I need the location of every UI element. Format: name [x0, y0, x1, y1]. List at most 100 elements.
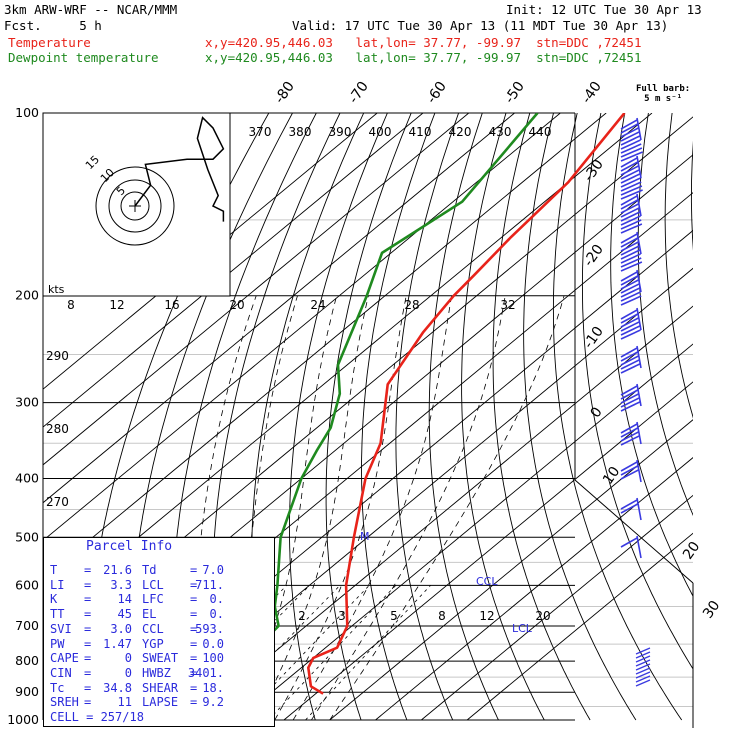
- parcel-key-left: CIN: [50, 665, 72, 680]
- barb-feather: [620, 325, 641, 336]
- barb-staff: [636, 345, 642, 369]
- barb-feather: [620, 139, 641, 150]
- barb-feather: [620, 165, 639, 176]
- parcel-key-right: LAPSE: [142, 695, 179, 710]
- isotherm-label-9: 10: [600, 464, 623, 488]
- parcel-key-left: CAPE: [50, 651, 79, 666]
- pressure-label-300: 300: [15, 395, 39, 410]
- parcel-value-right: 593.: [195, 621, 224, 636]
- barb-feather: [620, 185, 643, 196]
- parcel-key-left: T: [50, 563, 58, 577]
- parcel-eq-right: =: [190, 651, 198, 666]
- moist-adiabat-14: [256, 295, 369, 721]
- wind-barb-6: [620, 345, 642, 374]
- parcel-eq-left: =: [84, 665, 92, 680]
- parcel-value-right: 0.: [209, 592, 224, 607]
- barb-feather: [620, 161, 639, 172]
- barb-feather: [620, 223, 643, 234]
- theta-label-top-4: 410: [409, 125, 432, 139]
- mixing-ratio-top-2: 16: [164, 298, 179, 312]
- theta-label-left-1: 280: [46, 422, 69, 436]
- barb-feather: [620, 321, 640, 332]
- barb-feather: [620, 329, 641, 340]
- isotherm-30: [329, 419, 693, 721]
- right-slant-upper: [574, 479, 694, 584]
- barb-feather: [620, 469, 639, 480]
- mixing-ratio-bottom-0: 2: [298, 609, 306, 623]
- barb-feather: [620, 157, 638, 168]
- isotherm-label-6: -20: [581, 242, 607, 270]
- barb-feather: [620, 241, 639, 252]
- pressure-label-400: 400: [15, 470, 39, 485]
- parcel-value-left: 21.6: [103, 563, 132, 577]
- parcel-value-left: 3.0: [110, 621, 132, 636]
- mixing-ratio-top-1: 12: [109, 298, 124, 312]
- pressure-label-1000: 1000: [7, 712, 39, 727]
- parcel-eq-right: =: [190, 665, 198, 680]
- parcel-value-right: 0.0: [202, 636, 224, 651]
- barb-feather: [620, 461, 638, 472]
- mixing-ratio-bottom-5: 20: [535, 609, 550, 623]
- isotherm-label-2: -60: [424, 79, 450, 107]
- parcel-key-left: LI: [50, 577, 65, 592]
- isotherm-10: [237, 343, 693, 721]
- moist-adiabat-18: [274, 295, 407, 721]
- parcel-eq-right: =: [190, 577, 198, 592]
- wind-barb-5: [620, 307, 642, 340]
- pressure-label-500: 500: [15, 529, 39, 544]
- pressure-label-600: 600: [15, 577, 39, 592]
- barb-feather: [620, 215, 641, 226]
- barb-staff: [636, 421, 642, 445]
- barb-feather: [620, 199, 639, 210]
- barb-feather: [620, 123, 639, 134]
- parcel-value-left: 11: [117, 695, 132, 710]
- barb-staff: [636, 497, 642, 521]
- barb-staff: [636, 117, 642, 141]
- pressure-label-100: 100: [15, 105, 39, 120]
- parcel-value-left: 3.3: [110, 577, 132, 592]
- theta-label-top-5: 420: [449, 125, 472, 139]
- parcel-value-right: 7.0: [202, 563, 224, 577]
- hodo-ring-0: [120, 191, 150, 221]
- dry-adiabat-430: [690, 140, 693, 251]
- moist-adiabat-30: [329, 295, 565, 721]
- mixing-ratio-top-0: 8: [67, 298, 75, 312]
- barb-feather: [620, 499, 638, 510]
- barb-feather: [620, 207, 640, 218]
- low-barb-3: [635, 659, 651, 667]
- parcel-key-right: CCL: [142, 621, 164, 636]
- parcel-key-right: SHEAR: [142, 680, 179, 695]
- hodo-unit: kts: [48, 283, 65, 296]
- parcel-eq-left: =: [84, 636, 92, 651]
- parcel-eq-right: =: [190, 621, 198, 636]
- parcel-value-left: 14: [117, 592, 132, 607]
- parcel-value-right: 100: [202, 651, 224, 666]
- dry-adiabat-440: [717, 113, 740, 720]
- barb-feather: [620, 271, 638, 282]
- isotherm-20: [283, 381, 693, 721]
- barb-feather: [620, 465, 639, 476]
- low-barb-7: [635, 675, 651, 683]
- barb-feather: [620, 177, 641, 188]
- parcel-key-right: YGP: [142, 636, 164, 651]
- init-time: Init: 12 UTC Tue 30 Apr 13: [506, 2, 702, 17]
- dry-adiabat-320: [361, 113, 436, 721]
- barb-feather: [620, 287, 641, 298]
- barb-feather: [620, 169, 640, 180]
- parcel-key-left: SVI: [50, 621, 72, 636]
- barb-feather: [620, 347, 638, 358]
- parcel-key-left: PW: [50, 636, 65, 651]
- barb-feather: [620, 427, 639, 438]
- parcel-value-left: 0: [124, 665, 132, 680]
- wind-barb-7: [620, 383, 642, 412]
- parcel-cell: CELL = 257/18: [50, 710, 144, 724]
- dry-adiabat-330: [395, 113, 460, 721]
- parcel-value-right: 9.2: [202, 695, 224, 710]
- barb-staff: [636, 155, 642, 179]
- parcel-info-panel: [43, 537, 275, 727]
- isotherm--120: [43, 113, 378, 390]
- barb-feather: [620, 389, 639, 400]
- dry-adiabat-350: [461, 113, 545, 721]
